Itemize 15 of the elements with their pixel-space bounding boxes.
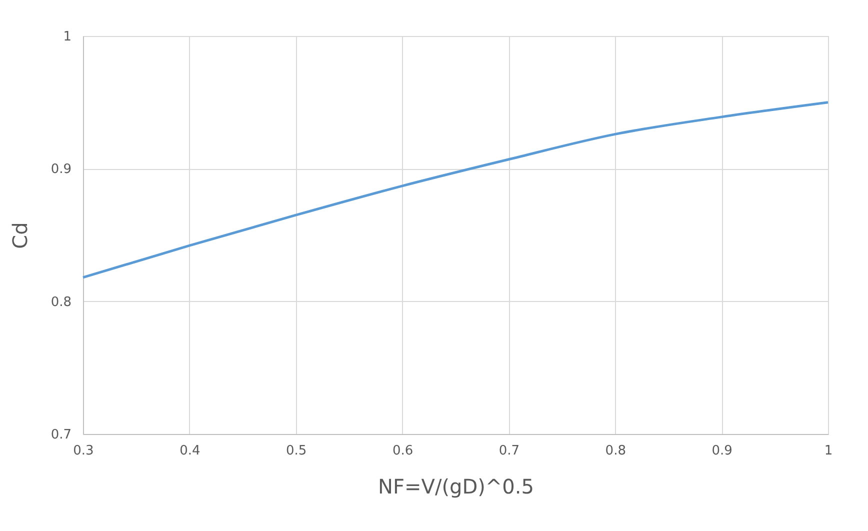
x-tick-label: 0.5: [286, 444, 307, 458]
line-series: [82, 101, 830, 279]
x-tick-label: 1: [824, 444, 833, 458]
y-axis-title: Cd: [8, 222, 32, 249]
y-tick-label: 0.9: [50, 162, 72, 178]
x-tick-label: 0.7: [498, 444, 520, 458]
x-tick-label: 0.9: [712, 444, 732, 458]
x-tick-label: 0.8: [605, 444, 626, 458]
y-tick-label: 1: [63, 30, 72, 44]
x-tick-label: 0.6: [392, 444, 414, 458]
x-tick-label: 0.3: [73, 444, 94, 458]
x-axis-title: NF=V/(gD)^0.5: [378, 474, 534, 498]
x-tick-label: 0.4: [180, 444, 200, 458]
y-tick-label: 0.8: [50, 294, 72, 310]
y-tick-label: 0.7: [50, 428, 72, 442]
